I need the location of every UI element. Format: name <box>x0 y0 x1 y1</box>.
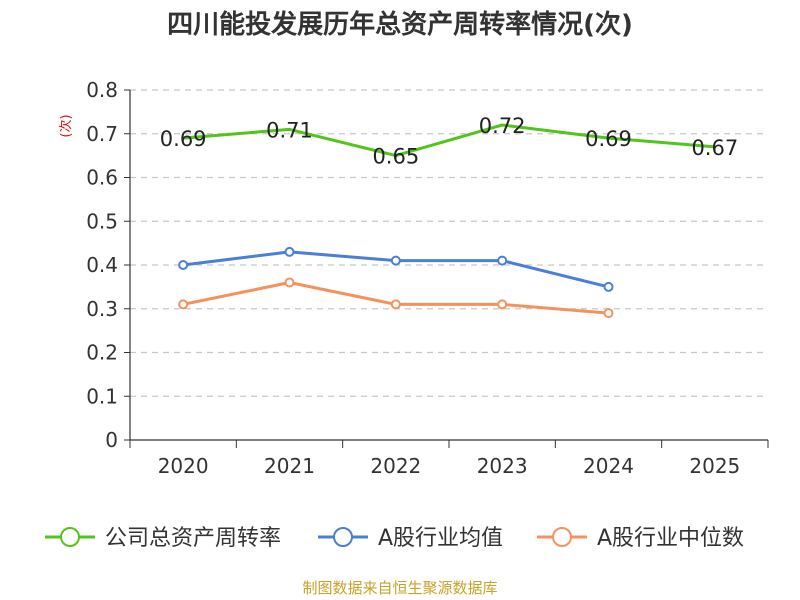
data-point <box>284 277 295 288</box>
legend-swatch-marker <box>333 527 353 547</box>
legend-swatch-marker <box>60 527 80 547</box>
legend-label: 公司总资产周转率 <box>105 526 281 551</box>
x-tick-label: 2020 <box>158 454 209 478</box>
x-tick-label: 2025 <box>689 454 740 478</box>
data-point <box>284 246 295 257</box>
data-point <box>178 299 189 310</box>
chart-title: 四川能投发展历年总资产周转率情况(次) <box>167 9 633 40</box>
data-point <box>497 299 508 310</box>
data-label: 0.67 <box>691 136 738 160</box>
source-note: 制图数据来自恒生聚源数据库 <box>302 579 497 597</box>
y-tick-label: 0.8 <box>86 78 118 102</box>
y-tick-label: 0.6 <box>86 166 118 190</box>
x-tick-labels: 2020 2021 2022 2023 2024 2025 <box>158 454 741 478</box>
x-tick-label: 2024 <box>583 454 634 478</box>
data-point <box>603 281 614 292</box>
data-label: 0.69 <box>160 127 207 151</box>
data-label: 0.72 <box>479 114 526 138</box>
data-point <box>497 255 508 266</box>
y-tick-label: 0.7 <box>86 122 118 146</box>
y-tick-label: 0.1 <box>86 384 118 408</box>
data-point <box>178 260 189 270</box>
data-label: 0.69 <box>585 127 632 151</box>
legend: 公司总资产周转率 A股行业均值 A股行业中位数 <box>45 526 744 551</box>
data-label: 0.71 <box>266 118 313 142</box>
axes <box>124 89 769 448</box>
legend-item-1: 公司总资产周转率 <box>45 526 281 551</box>
y-tick-label: 0.5 <box>86 209 118 233</box>
legend-item-2: A股行业均值 <box>318 526 503 551</box>
x-tick-label: 2022 <box>370 454 421 478</box>
y-tick-label: 0 <box>105 428 118 452</box>
series-line-1 <box>183 123 715 158</box>
data-point <box>390 299 401 310</box>
grid-lines <box>130 89 768 397</box>
series-group <box>178 123 715 319</box>
y-tick-label: 0.4 <box>86 253 118 277</box>
data-labels: 0.69 0.71 0.65 0.72 0.69 0.67 <box>160 114 738 169</box>
legend-item-3: A股行业中位数 <box>537 526 744 551</box>
y-tick-labels: 0 0.1 0.2 0.3 0.4 0.5 0.6 0.7 0.8 <box>86 78 118 452</box>
data-label: 0.65 <box>372 145 419 169</box>
legend-label: A股行业中位数 <box>597 526 744 551</box>
y-tick-label: 0.2 <box>86 341 118 365</box>
y-tick-label: 0.3 <box>86 297 118 321</box>
legend-swatch-marker <box>552 527 572 547</box>
y-axis-label: (次) <box>58 114 74 137</box>
x-tick-label: 2021 <box>264 454 315 478</box>
legend-label: A股行业均值 <box>378 526 503 551</box>
data-point <box>390 255 401 266</box>
x-tick-label: 2023 <box>477 454 528 478</box>
data-point <box>603 308 614 319</box>
